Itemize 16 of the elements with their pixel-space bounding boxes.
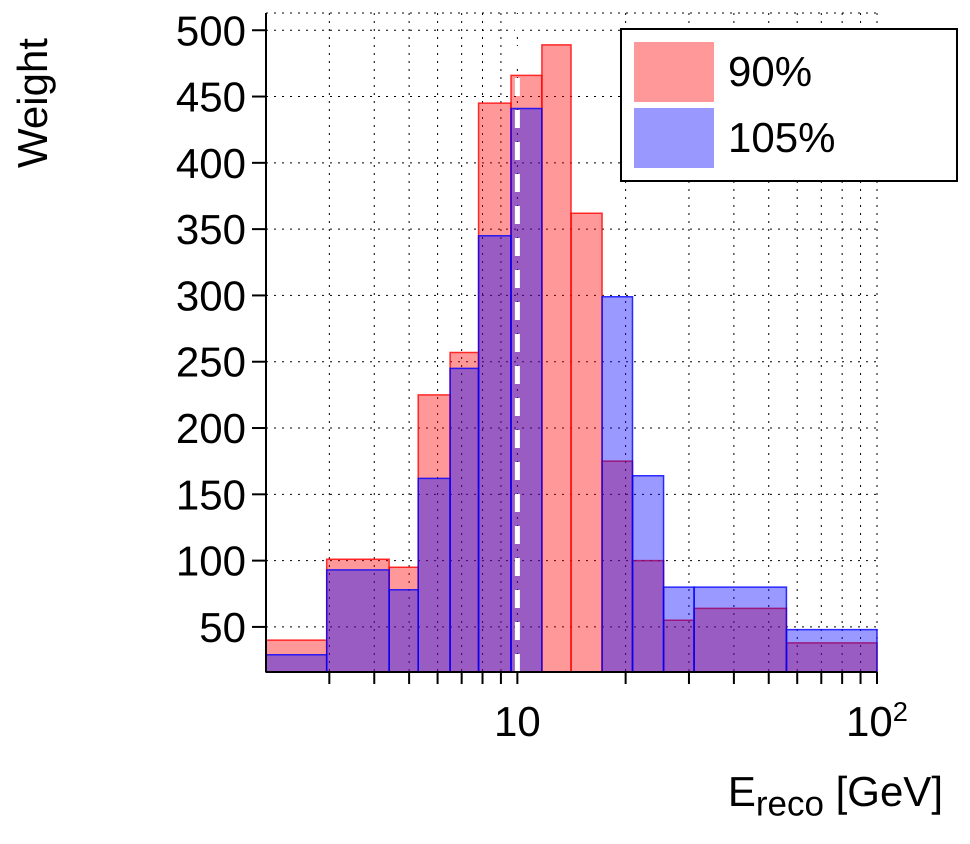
x-tick-label: 10$^{2}$	[846, 696, 908, 745]
y-tick-label: 500	[176, 7, 246, 54]
x-axis-title: E$_{reco}$ [GeV]	[728, 768, 943, 824]
y-tick-label: 200	[176, 405, 246, 452]
y-tick-label: 350	[176, 206, 246, 254]
y-axis-title: Weight	[9, 38, 57, 168]
y-tick-label: 50	[199, 604, 246, 651]
y-tick-label: 100	[176, 538, 246, 585]
legend-label: 105%	[728, 114, 836, 162]
y-tick-label: 400	[176, 140, 246, 187]
y-tick-label: 250	[176, 338, 246, 386]
y-tick-label: 150	[176, 471, 246, 518]
y-tick-label: 450	[176, 74, 246, 121]
x-tick-label: 10	[494, 698, 541, 745]
y-tick-label: 300	[176, 272, 246, 320]
legend-label: 90%	[728, 48, 812, 96]
